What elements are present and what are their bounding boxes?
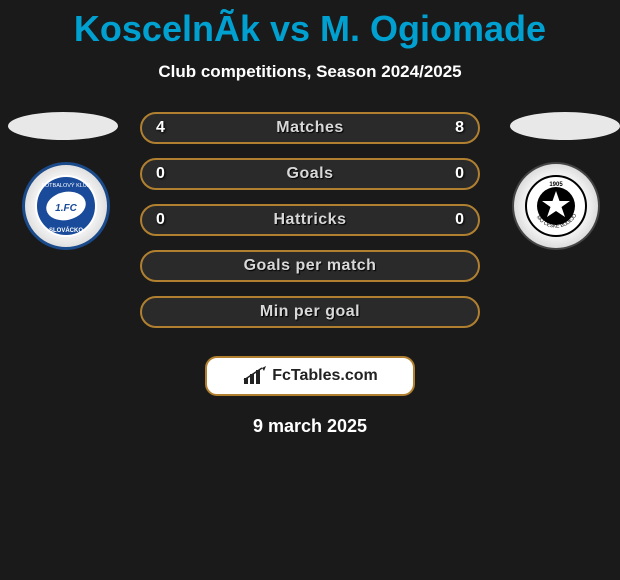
stat-label: Goals per match (244, 257, 377, 275)
stat-right-value: 8 (455, 119, 464, 137)
stat-row-matches: 4 Matches 8 (140, 112, 480, 144)
stat-label: Hattricks (274, 211, 347, 229)
bar-chart-icon (242, 366, 268, 386)
stat-left-value: 0 (156, 211, 165, 229)
stat-row-hattricks: 0 Hattricks 0 (140, 204, 480, 236)
stat-rows: 4 Matches 8 0 Goals 0 0 Hattricks 0 Goal… (140, 112, 480, 328)
stat-right-value: 0 (455, 211, 464, 229)
subtitle: Club competitions, Season 2024/2025 (0, 62, 620, 82)
stat-row-min-per-goal: Min per goal (140, 296, 480, 328)
club-badge-left: 1.FC FOTBALOVÝ KLUB SLOVÁCKO (22, 162, 110, 250)
slovacko-badge-icon: 1.FC FOTBALOVÝ KLUB SLOVÁCKO (33, 173, 99, 239)
svg-text:1.FC: 1.FC (55, 203, 77, 214)
stat-label: Matches (276, 119, 344, 137)
stat-label: Min per goal (260, 303, 360, 321)
svg-text:FOTBALOVÝ KLUB: FOTBALOVÝ KLUB (42, 182, 91, 189)
stat-left-value: 4 (156, 119, 165, 137)
stat-left-value: 0 (156, 165, 165, 183)
dynamo-badge-icon: 1905 DYNAMO ČESKÉ BUDĚJOVICE (523, 173, 589, 239)
stat-label: Goals (287, 165, 334, 183)
player-left-silhouette (8, 112, 118, 140)
date-line: 9 march 2025 (0, 416, 620, 437)
stat-right-value: 0 (455, 165, 464, 183)
page-title: KoscelnÃ­k vs M. Ogiomade (0, 0, 620, 50)
svg-text:1905: 1905 (549, 182, 563, 188)
club-badge-right: 1905 DYNAMO ČESKÉ BUDĚJOVICE (512, 162, 600, 250)
comparison-area: 1.FC FOTBALOVÝ KLUB SLOVÁCKO 1905 DYNAMO… (0, 112, 620, 342)
branding-box[interactable]: FcTables.com (205, 356, 415, 396)
stat-row-goals-per-match: Goals per match (140, 250, 480, 282)
player-right-silhouette (510, 112, 620, 140)
svg-text:SLOVÁCKO: SLOVÁCKO (49, 227, 83, 234)
branding-text: FcTables.com (272, 367, 378, 385)
stat-row-goals: 0 Goals 0 (140, 158, 480, 190)
